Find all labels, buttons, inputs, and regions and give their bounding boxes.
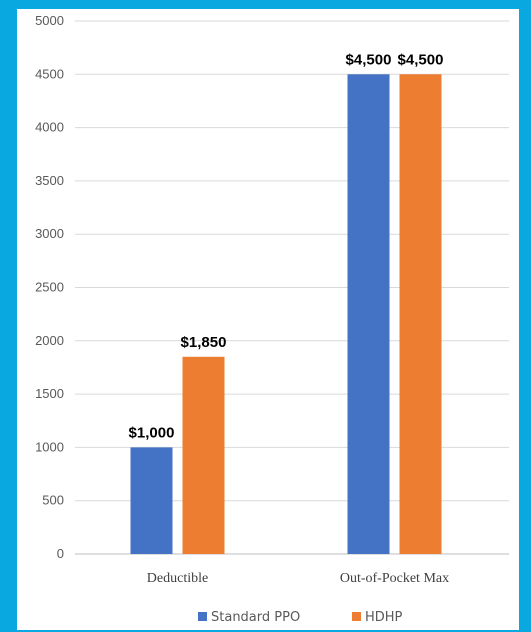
data-labels: $1,000 $1,850 $4,500 $4,500	[129, 51, 444, 441]
y-tick-label: 4500	[35, 66, 64, 81]
y-axis-ticks: 0 500 1000 1500 2000 2500 3000 3500 4000 4500 5000	[35, 13, 64, 561]
y-tick-label: 2500	[35, 280, 64, 295]
y-tick-label: 4000	[35, 120, 64, 135]
category-label: Out-of-Pocket Max	[340, 571, 449, 586]
legend-label: HDHP	[365, 610, 403, 625]
x-axis-categories: Deductible Out-of-Pocket Max	[147, 571, 449, 586]
data-label: $1,850	[181, 334, 227, 351]
bar-hdhp-1	[399, 74, 442, 555]
y-tick-label: 1000	[35, 439, 64, 454]
chart-panel: 0 500 1000 1500 2000 2500 3000 3500 4000 4500 5000…	[17, 9, 519, 630]
legend-swatch	[352, 612, 361, 621]
legend-label: Standard PPO	[211, 610, 300, 625]
bar-standard-ppo-0	[130, 447, 173, 554]
y-tick-label: 0	[57, 546, 64, 561]
legend: Standard PPO HDHP	[198, 610, 403, 625]
data-label: $4,500	[346, 51, 392, 68]
y-tick-label: 3500	[35, 173, 64, 188]
bar-standard-ppo-1	[347, 74, 390, 555]
bar-hdhp-0	[182, 356, 225, 554]
y-tick-label: 1500	[35, 386, 64, 401]
data-label: $4,500	[398, 51, 444, 68]
y-tick-label: 500	[42, 493, 64, 508]
bars	[130, 74, 442, 555]
legend-swatch	[198, 612, 207, 621]
y-tick-label: 2000	[35, 333, 64, 348]
bar-chart: 0 500 1000 1500 2000 2500 3000 3500 4000 4500 5000…	[35, 13, 509, 625]
y-tick-label: 5000	[35, 13, 64, 28]
data-label: $1,000	[129, 424, 175, 441]
category-label: Deductible	[147, 571, 208, 586]
y-tick-label: 3000	[35, 226, 64, 241]
